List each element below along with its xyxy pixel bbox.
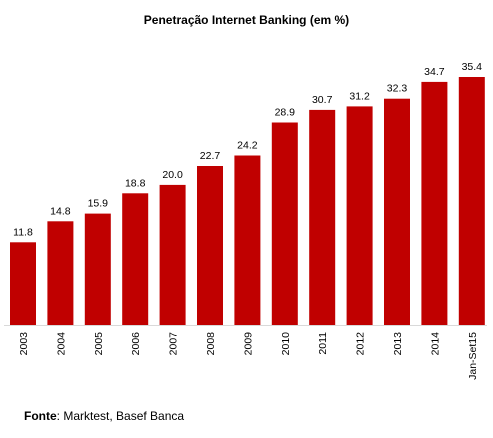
data-label-2004: 14.8 — [50, 205, 71, 217]
x-tick-label-2008: 2008 — [205, 332, 217, 356]
data-label-2008: 22.7 — [200, 150, 221, 162]
x-tick-label-2005: 2005 — [93, 332, 105, 356]
x-tick-label-2006: 2006 — [130, 332, 142, 356]
bar-2013 — [384, 98, 410, 325]
bar-2003 — [10, 242, 36, 325]
bar-2006 — [122, 193, 149, 325]
source-note: Fonte: Marktest, Basef Banca — [24, 409, 184, 423]
bar-Jan-Set15 — [458, 77, 485, 325]
data-label-2003: 11.8 — [13, 226, 33, 238]
x-tick-label-2011: 2011 — [317, 332, 329, 355]
bar-2005 — [84, 213, 111, 325]
source-label: Fonte — [24, 409, 57, 423]
x-tick-label-2012: 2012 — [355, 332, 367, 356]
x-tick-label-2003: 2003 — [18, 332, 30, 356]
x-tick-label-2014: 2014 — [429, 332, 441, 356]
x-tick-label-2010: 2010 — [280, 332, 292, 356]
bar-2009 — [234, 155, 261, 325]
bar-2014 — [421, 81, 448, 326]
bar-2010 — [271, 122, 298, 325]
data-label-2010: 28.9 — [275, 107, 296, 119]
data-label-2011: 30.7 — [312, 94, 333, 106]
data-label-2013: 32.3 — [387, 83, 408, 95]
x-tick-label-2009: 2009 — [242, 332, 254, 356]
bar-2012 — [346, 106, 373, 326]
data-label-2006: 18.8 — [125, 177, 146, 189]
bar-2011 — [309, 109, 336, 326]
x-tick-label-Jan-Set15: Jan-Set15 — [467, 332, 479, 380]
chart-title: Penetração Internet Banking (em %) — [143, 13, 350, 27]
bar-2004 — [47, 221, 74, 325]
data-label-2009: 24.2 — [237, 140, 258, 152]
data-label-2014: 34.7 — [424, 66, 445, 78]
data-label-2007: 20.0 — [162, 169, 183, 181]
x-tick-label-2013: 2013 — [392, 332, 404, 356]
source-text: : Marktest, Basef Banca — [56, 409, 185, 423]
data-label-2012: 31.2 — [349, 90, 370, 102]
x-tick-label-2004: 2004 — [55, 332, 67, 356]
data-label-2005: 15.9 — [88, 198, 109, 210]
data-label-Jan-Set15: 35.4 — [462, 61, 483, 73]
bar-2007 — [159, 184, 186, 325]
bar-2008 — [197, 166, 223, 325]
x-tick-label-2007: 2007 — [168, 332, 180, 356]
